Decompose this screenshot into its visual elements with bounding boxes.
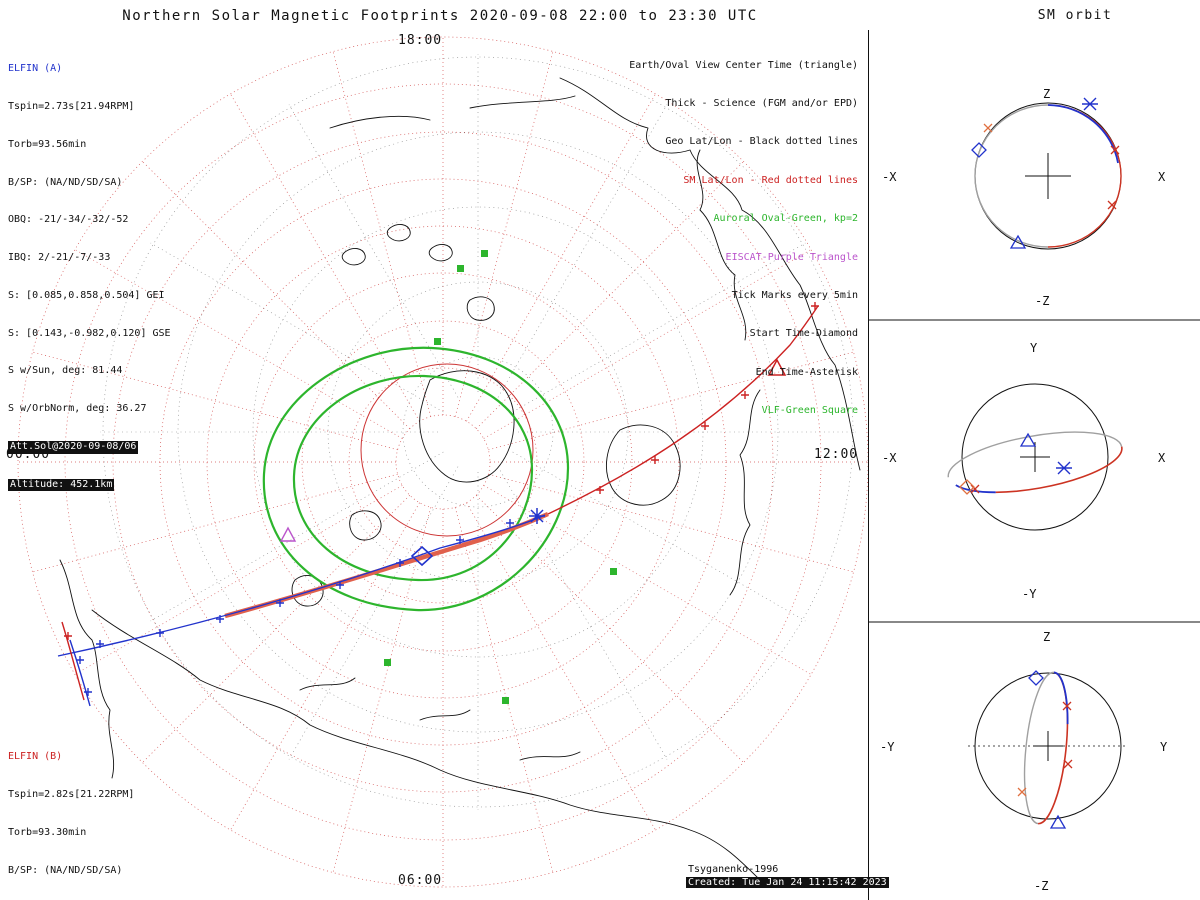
orbit-panel-yz: Z -Z -Y Y [880,630,1168,893]
orbit-panel-xy: Y -Y -X X [882,341,1166,601]
legend-line: Thick - Science (FGM and/or EPD) [665,97,858,109]
elfin-b-line: Tspin=2.82s[21.22RPM] [8,788,135,800]
elfin-b-track [61,302,819,701]
axis-label: Z [1043,630,1050,644]
axis-label: -Y [880,740,895,754]
axis-label: X [1158,451,1166,465]
page-title: Northern Solar Magnetic Footprints 2020-… [122,8,758,24]
panel-dividers [868,30,1200,900]
elfin-a-track [57,508,546,707]
map-legend: Earth/Oval View Center Time (triangle) T… [629,34,858,444]
axis-label: -Z [1034,879,1048,893]
field-model-label: Tsyganenko-1996 [688,864,779,875]
sm-graticule [17,36,868,888]
elfin-b-line: B/SP: (NA/ND/SD/SA) [8,864,123,876]
axis-label: Y [1160,740,1168,754]
elfin-a-line: S w/Sun, deg: 81.44 [8,365,123,377]
legend-line: Start Time-Diamond [749,328,858,340]
elfin-b-line: Torb=93.30min [8,826,87,838]
elfin-a-line: Torb=93.56min [8,138,87,150]
elfin-a-line: Tspin=2.73s[21.94RPM] [8,100,135,112]
created-timestamp: Created: Tue Jan 24 11:15:42 2023 [686,877,889,888]
legend-line: End Time-Asterisk [755,366,858,378]
elfin-b-info-block: ELFIN (B) Tspin=2.82s[21.22RPM] Torb=93.… [8,726,177,900]
legend-line: Earth/Oval View Center Time (triangle) [629,59,858,71]
axis-label: -X [882,451,897,465]
elfin-a-line: OBQ: -21/-34/-32/-52 [8,214,129,226]
polar-map-canvas: 18:00 00:00 12:00 06:00 [6,33,868,888]
mlt-label-top: 18:00 [398,33,442,48]
sm-80deg-circle [360,363,534,537]
axis-label: Y [1030,341,1038,355]
legend-line: Auroral Oval-Green, kp=2 [713,213,859,225]
legend-line: VLF-Green Square [761,405,858,417]
sm-orbit-title: SM orbit [1037,8,1113,23]
geo-graticule [100,54,856,810]
coastlines [59,77,861,881]
legend-line: SM Lat/Lon - Red dotted lines [683,174,858,186]
legend-line: Geo Lat/Lon - Black dotted lines [665,136,858,148]
mlt-label-bottom: 06:00 [398,873,442,888]
auroral-oval [262,346,570,612]
elfin-a-line: S: [0.143,-0.982,0.120] GSE [8,327,171,339]
vlf-station-squares [384,250,617,704]
orbit-panel-xz: Z -Z -X X [882,87,1166,308]
elfin-a-line: S: [0.085,0.858,0.504] GEI [8,289,165,301]
axis-label: Z [1043,87,1050,101]
legend-line: EISCAT-Purple Triangle [725,251,858,263]
elfin-a-line: B/SP: (NA/ND/SD/SA) [8,176,123,188]
elfin-a-line: S w/OrbNorm, deg: 36.27 [8,403,147,415]
legend-line: Tick Marks every 5min [731,289,858,301]
axis-label: -Y [1022,587,1037,601]
elfin-a-line: IBQ: 2/-21/-7/-33 [8,252,111,264]
elfin-a-name: ELFIN (A) [8,63,63,75]
elfin-a-altitude: Altitude: 452.1km [8,478,115,492]
axis-label: X [1158,170,1166,184]
elfin-b-name: ELFIN (B) [8,751,63,763]
axis-label: -X [882,170,897,184]
elfin-a-attsol: Att.Sol@2020-09-08/06 [8,441,139,454]
eiscat-triangle [279,526,297,542]
mlt-label-right: 12:00 [814,447,858,462]
sm-orbit-panels: Z -Z -X X Y -Y -X X [868,30,1200,900]
axis-label: -Z [1035,294,1049,308]
elfin-a-info-block: ELFIN (A) Tspin=2.73s[21.94RPM] Torb=93.… [8,38,171,517]
